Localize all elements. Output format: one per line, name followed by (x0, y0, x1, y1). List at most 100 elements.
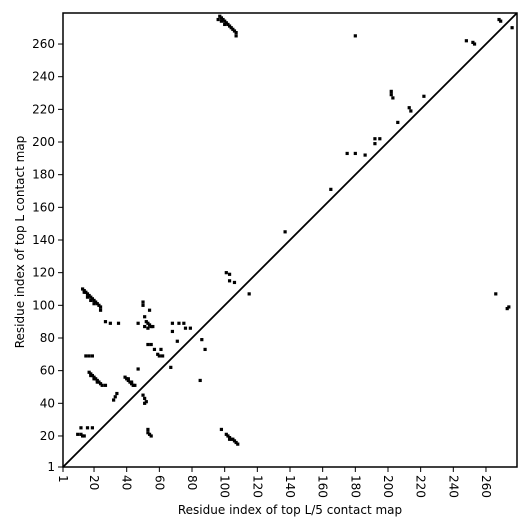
contact-point (95, 380, 99, 384)
contact-point (79, 426, 83, 430)
contact-point (82, 290, 86, 294)
x-tick-label: 200 (381, 475, 395, 498)
contact-point (89, 295, 93, 299)
contact-point (149, 342, 153, 347)
contact-point (373, 142, 377, 146)
contact-point (231, 27, 235, 31)
contact-point (80, 287, 85, 291)
y-tick-label: 260 (32, 37, 55, 51)
contact-point (143, 324, 147, 329)
y-tick-label: 40 (40, 396, 55, 410)
contact-point (103, 320, 108, 324)
contact-point (116, 321, 121, 325)
contact-point (464, 39, 468, 43)
contact-point (90, 354, 94, 358)
contact-point (499, 19, 503, 23)
contact-point (89, 372, 93, 376)
contact-point (149, 434, 153, 438)
contact-point (353, 34, 357, 38)
contact-point (505, 306, 509, 311)
x-tick-label: 220 (414, 475, 428, 498)
contact-point (87, 293, 91, 298)
contact-point (236, 442, 240, 446)
contact-point (229, 437, 233, 441)
contact-point (87, 354, 91, 358)
contact-point (396, 120, 400, 125)
contact-point (143, 315, 147, 319)
contact-point (95, 302, 99, 306)
contact-point (227, 437, 232, 441)
contact-point (128, 380, 132, 384)
contact-point (84, 354, 88, 358)
contact-point (231, 437, 235, 441)
contact-point (143, 396, 147, 401)
contact-point (198, 378, 202, 383)
contact-point (157, 354, 161, 358)
x-tick-label: 180 (348, 475, 362, 498)
contact-point (90, 426, 94, 430)
contact-point (92, 302, 96, 306)
contact-point (100, 383, 104, 387)
y-tick-label: 80 (40, 331, 55, 345)
contact-point (95, 378, 99, 383)
contact-point (156, 352, 160, 356)
contact-point (226, 22, 230, 27)
x-tick-label: 120 (250, 475, 264, 498)
y-tick-label: 200 (32, 135, 55, 149)
contact-point (92, 298, 96, 303)
y-tick-label: 140 (32, 233, 55, 247)
contact-point (85, 292, 90, 296)
contact-point (177, 321, 181, 325)
contact-point (149, 324, 153, 329)
y-tick-label: 160 (32, 200, 55, 214)
contact-point (223, 22, 227, 27)
contact-point (141, 303, 145, 307)
plot-frame (62, 12, 518, 468)
contact-point (170, 321, 175, 325)
contact-point (409, 109, 413, 113)
y-tick-label: 60 (40, 364, 55, 378)
contact-point (90, 297, 94, 301)
x-tick-label: 60 (152, 475, 166, 490)
contact-point (169, 365, 173, 369)
contact-point (226, 434, 230, 438)
contact-point (136, 367, 140, 371)
contact-point (152, 347, 157, 352)
contact-point (183, 326, 188, 330)
contact-point (146, 321, 150, 325)
contact-point (329, 187, 333, 191)
contact-point (218, 14, 222, 18)
contact-point (125, 377, 129, 381)
contact-point (146, 342, 150, 347)
contact-point (345, 151, 349, 156)
contact-point (471, 40, 475, 44)
x-tick-label: 260 (479, 475, 493, 498)
contact-point (123, 375, 127, 379)
contact-point (92, 375, 96, 379)
contact-point (232, 439, 237, 443)
contact-point (507, 305, 511, 309)
contact-point (146, 427, 150, 432)
contact-point (85, 295, 90, 299)
contact-point (227, 272, 232, 276)
x-tick-label: 160 (316, 475, 330, 498)
contact-point (136, 321, 140, 325)
contact-point (234, 440, 238, 445)
contact-point (363, 153, 367, 157)
contact-point (108, 321, 112, 325)
contact-point (175, 339, 179, 343)
diagonal (62, 12, 518, 468)
contact-point (247, 292, 251, 296)
contact-point (87, 370, 91, 374)
contact-point (234, 34, 238, 38)
x-tick-label: 40 (120, 475, 134, 490)
contact-point (141, 300, 145, 304)
contact-point (227, 279, 232, 283)
contact-point (161, 354, 165, 358)
contact-point (147, 308, 152, 312)
contact-point (188, 326, 192, 330)
y-tick-label: 20 (40, 429, 55, 443)
contact-point (103, 383, 108, 387)
